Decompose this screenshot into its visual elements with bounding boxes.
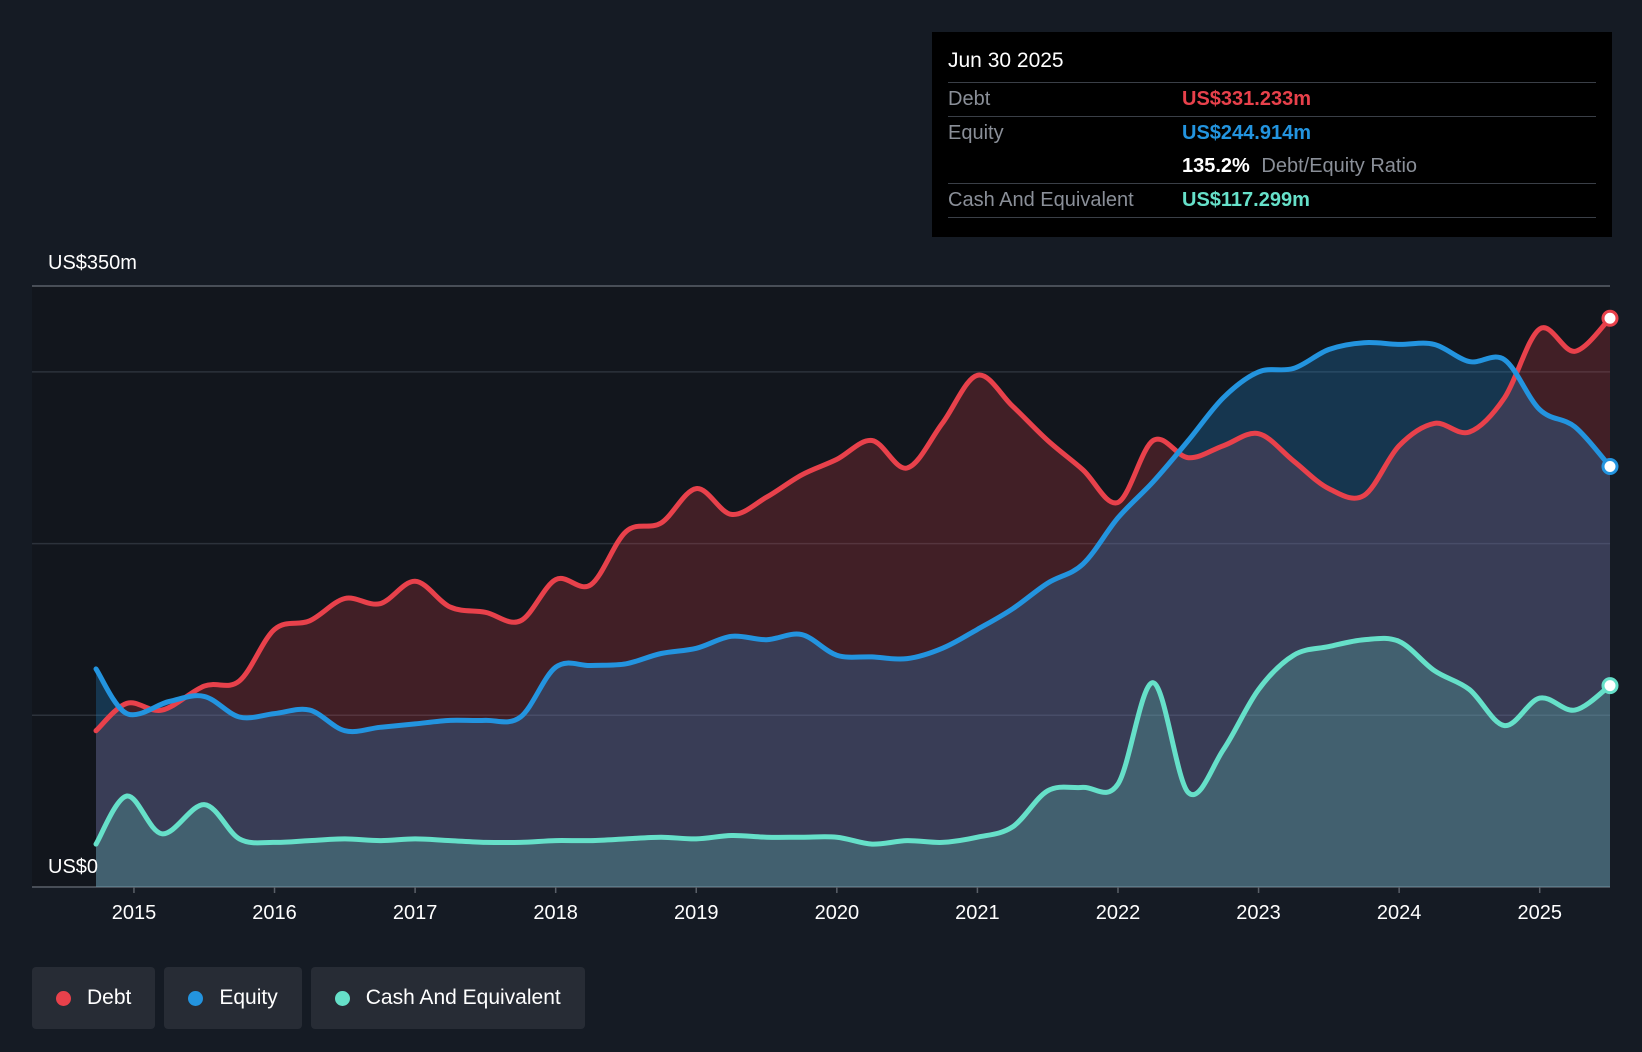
x-tick-label-2015: 2015 (112, 902, 157, 924)
tooltip-equity-row: Equity US$244.914m (948, 117, 1596, 150)
end-markers (1601, 309, 1619, 695)
x-axis-ticks: 2015 2016 2017 2018 2019 2020 2021 2022 2023 2024… (112, 887, 1562, 924)
gridlines (32, 285, 1610, 888)
tooltip-ratio-value: 135.2% (1182, 155, 1250, 177)
y-axis-max-label: US$350m (48, 252, 137, 274)
area-cash-and-equivalent (96, 638, 1610, 887)
x-tick-label-2021: 2021 (955, 902, 1000, 924)
tooltip-cash-row: Cash And Equivalent US$117.299m (948, 184, 1596, 218)
tooltip-cash-value: US$117.299m (1182, 189, 1310, 211)
plot-background (32, 286, 1610, 887)
legend-label-equity: Equity (219, 986, 278, 1009)
line-equity (93, 340, 1613, 735)
area-equity (96, 342, 1610, 887)
legend-label-debt: Debt (87, 986, 132, 1009)
tooltip-cash-label: Cash And Equivalent (948, 189, 1134, 211)
line-debt (93, 315, 1613, 734)
x-tick-label-2024: 2024 (1377, 902, 1422, 924)
legend-item-equity[interactable]: Equity (164, 967, 302, 1029)
series-lines (93, 315, 1613, 847)
legend-dot-equity-icon (188, 990, 204, 1006)
x-tick-label-2025: 2025 (1517, 902, 1562, 924)
tooltip-equity-value: US$244.914m (1182, 122, 1311, 144)
legend-label-cash: Cash And Equivalent (365, 986, 561, 1009)
data-tooltip: Jun 30 2025 Debt US$331.233m Equity US$2… (932, 32, 1612, 237)
end-marker-debt (1601, 309, 1619, 327)
x-tick-label-2022: 2022 (1096, 902, 1141, 924)
end-marker-equity (1601, 457, 1619, 475)
tooltip-equity-label: Equity (948, 122, 1004, 144)
tooltip-ratio-row: 135.2% Debt/Equity Ratio (948, 150, 1596, 184)
x-tick-label-2016: 2016 (252, 902, 297, 924)
chart-legend: Debt Equity Cash And Equivalent (32, 967, 585, 1029)
legend-dot-cash-icon (334, 990, 350, 1006)
tooltip-ratio-label: Debt/Equity Ratio (1261, 155, 1418, 177)
legend-item-cash[interactable]: Cash And Equivalent (310, 967, 585, 1029)
tooltip-ratio-spacer (948, 150, 1182, 183)
x-tick-label-2023: 2023 (1236, 902, 1281, 924)
x-tick-label-2017: 2017 (393, 902, 438, 924)
legend-dot-debt-icon (56, 990, 71, 1006)
y-axis-min-label: US$0 (48, 856, 98, 878)
tooltip-debt-row: Debt US$331.233m (948, 83, 1596, 117)
line-cash-and-equivalent (93, 635, 1613, 847)
area-fills (96, 318, 1610, 887)
x-tick-label-2018: 2018 (533, 902, 578, 924)
tooltip-debt-label: Debt (948, 88, 991, 110)
end-marker-cash-and-equivalent (1601, 677, 1619, 695)
tooltip-ratio: 135.2% Debt/Equity Ratio (1182, 150, 1417, 183)
tooltip-date: Jun 30 2025 (948, 46, 1596, 83)
x-tick-label-2020: 2020 (815, 902, 860, 924)
legend-item-debt[interactable]: Debt (32, 967, 156, 1029)
tooltip-debt-value: US$331.233m (1182, 88, 1311, 110)
x-tick-label-2019: 2019 (674, 902, 719, 924)
area-debt (96, 318, 1610, 887)
